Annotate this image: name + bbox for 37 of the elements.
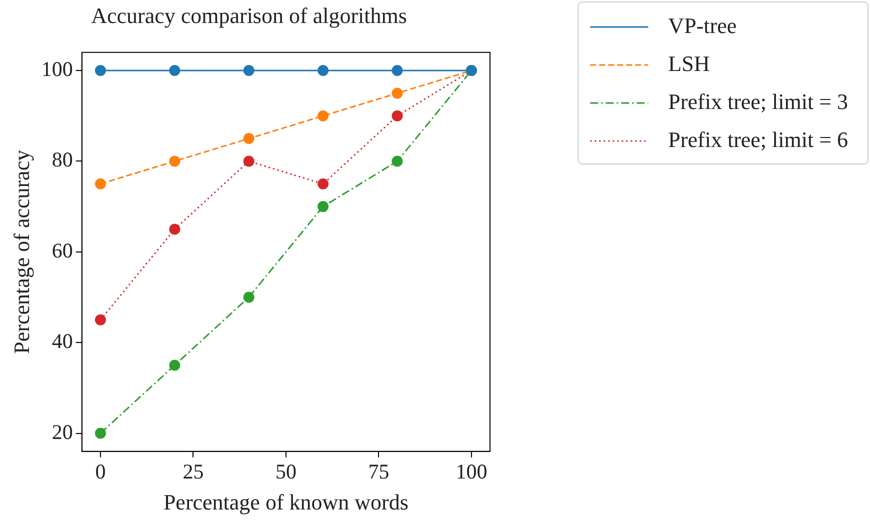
legend-label: VP-tree [668, 12, 737, 38]
y-tick-label: 20 [52, 420, 73, 444]
point [94, 314, 106, 326]
point [243, 292, 254, 303]
y-axis-title: Percentage of accuracy [8, 150, 34, 354]
x-tick-label: 100 [456, 460, 488, 484]
point [318, 110, 329, 122]
y-tick-label: 100 [41, 57, 73, 82]
y-tick-label: 60 [52, 238, 73, 262]
y-tick-label: 40 [52, 329, 73, 354]
y-tick-label: 80 [52, 148, 73, 172]
legend-label: Prefix tree; limit = 3 [668, 88, 848, 114]
point [94, 178, 106, 190]
point [169, 65, 180, 76]
point [392, 88, 403, 99]
point [243, 156, 254, 167]
point [94, 428, 106, 439]
x-tick-label: 0 [95, 460, 106, 484]
x-tick-label: 50 [275, 460, 296, 484]
legend-label: Prefix tree; limit = 6 [668, 126, 848, 152]
x-tick-label: 75 [368, 460, 390, 484]
point [243, 65, 254, 76]
point [392, 156, 403, 167]
point [318, 65, 329, 76]
point [243, 133, 254, 144]
point [169, 360, 180, 371]
point [318, 178, 329, 190]
point [169, 156, 180, 167]
x-tick-label: 25 [182, 460, 204, 484]
point [169, 224, 180, 235]
point [392, 65, 403, 76]
point [94, 65, 106, 76]
point [392, 110, 403, 122]
legend-label: LSH [668, 50, 710, 76]
chart-title: Accuracy comparison of algorithms [91, 2, 407, 28]
point [318, 201, 329, 212]
x-axis-title: Percentage of known words [163, 490, 408, 515]
